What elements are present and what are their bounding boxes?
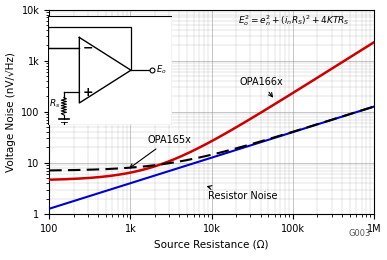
- Text: $R_s$: $R_s$: [49, 98, 60, 110]
- Text: $E_o$: $E_o$: [156, 64, 166, 76]
- Text: OPA165x: OPA165x: [130, 134, 191, 168]
- FancyBboxPatch shape: [48, 16, 172, 125]
- Text: −: −: [82, 42, 93, 55]
- Text: G003: G003: [349, 230, 371, 238]
- Text: Resistor Noise: Resistor Noise: [208, 186, 277, 200]
- X-axis label: Source Resistance (Ω): Source Resistance (Ω): [154, 239, 269, 249]
- Text: $E_o^2 = e_n^2 + (i_nR_S)^2 + 4KTR_S$: $E_o^2 = e_n^2 + (i_nR_S)^2 + 4KTR_S$: [238, 13, 349, 28]
- Text: +: +: [82, 86, 93, 99]
- Y-axis label: Voltage Noise (nV/√Hz): Voltage Noise (nV/√Hz): [5, 52, 15, 172]
- Text: OPA166x: OPA166x: [240, 77, 283, 97]
